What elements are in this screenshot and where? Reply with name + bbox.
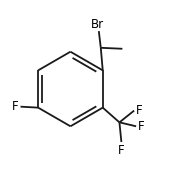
Text: F: F — [12, 100, 19, 113]
Text: F: F — [138, 120, 144, 133]
Text: Br: Br — [91, 18, 104, 31]
Text: F: F — [118, 143, 125, 157]
Text: F: F — [136, 104, 142, 117]
